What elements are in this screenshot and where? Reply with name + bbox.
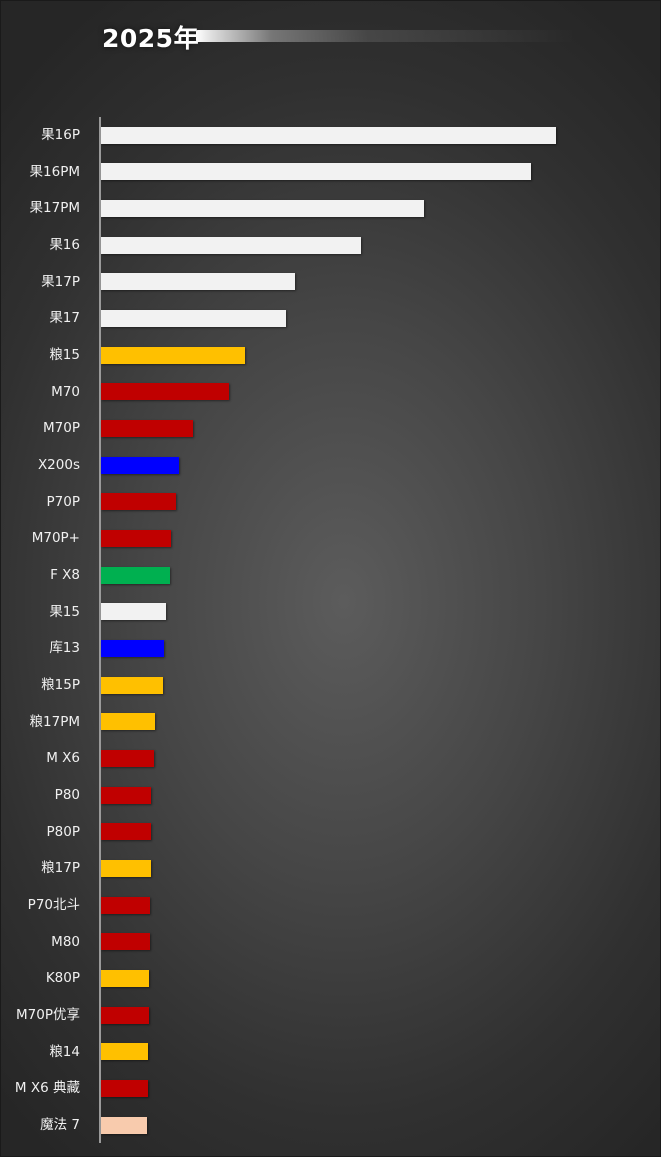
bar	[101, 676, 163, 694]
category-label: 果17	[49, 310, 80, 327]
category-label: 粮15P	[41, 677, 80, 694]
bar	[101, 1006, 149, 1024]
bar	[101, 236, 361, 254]
bar	[101, 786, 151, 804]
bar	[101, 713, 155, 731]
bar	[101, 603, 166, 621]
bar	[101, 1079, 148, 1097]
category-label: K80P	[45, 970, 80, 987]
bar	[101, 1043, 148, 1061]
bar	[101, 749, 154, 767]
category-label: 果17PM	[29, 200, 80, 217]
category-label: M70	[51, 383, 80, 400]
bar	[101, 1116, 147, 1134]
category-label: F X8	[50, 567, 80, 584]
category-label: 魔法 7	[40, 1117, 80, 1134]
category-label: 果16	[49, 237, 80, 253]
category-label: P70P	[46, 493, 80, 510]
chart-title: 2025年	[102, 24, 200, 53]
category-axis-line	[99, 117, 101, 1143]
bar	[101, 199, 424, 217]
category-label: M70P优享	[16, 1007, 80, 1024]
bar	[101, 859, 151, 877]
category-label: 粮15	[49, 347, 80, 364]
bar	[101, 383, 229, 401]
bar	[101, 823, 151, 841]
category-label: 果16P	[41, 127, 80, 143]
category-label: M X6	[46, 750, 80, 767]
bar	[101, 309, 286, 327]
bar	[101, 896, 150, 914]
bar	[101, 126, 556, 144]
category-label: P70北斗	[27, 897, 80, 914]
category-label: M X6 典藏	[14, 1080, 80, 1097]
category-label: M70P+	[31, 530, 80, 547]
bar	[101, 969, 149, 987]
title-light-streak	[196, 30, 576, 42]
bar	[101, 163, 531, 181]
category-label: M70P	[43, 420, 80, 437]
bar	[101, 419, 193, 437]
bar	[101, 639, 164, 657]
bar	[101, 933, 150, 951]
bar	[101, 346, 245, 364]
bar	[101, 273, 295, 291]
category-label: P80P	[46, 823, 80, 840]
category-label: P80	[54, 787, 80, 804]
category-label: 粮14	[49, 1043, 80, 1060]
category-label: 库13	[49, 640, 80, 657]
category-label: 果17P	[41, 273, 80, 290]
bar	[101, 566, 170, 584]
bar	[101, 493, 176, 511]
category-label: 粮17PM	[29, 713, 80, 730]
category-label: 果15	[49, 603, 80, 620]
category-label: 粮17P	[41, 860, 80, 877]
category-label: M80	[51, 933, 80, 950]
bar	[101, 456, 179, 474]
bar	[101, 529, 171, 547]
category-label: X200s	[37, 457, 80, 474]
category-label: 果16PM	[29, 163, 80, 180]
